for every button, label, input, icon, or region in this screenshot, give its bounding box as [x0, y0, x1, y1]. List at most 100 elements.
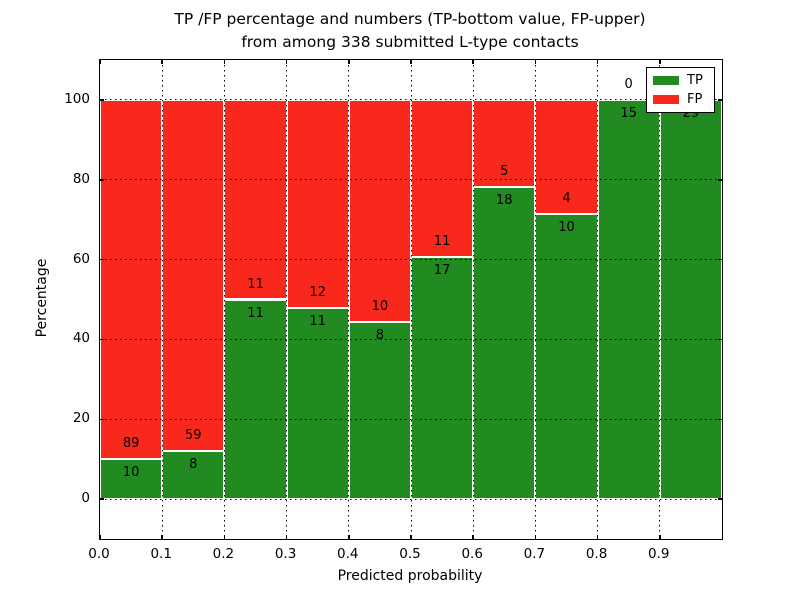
x-tick-mark: [534, 60, 537, 64]
y-tick-label: 80: [72, 170, 90, 187]
tp-count-label: 15: [620, 105, 637, 121]
x-tick-mark: [659, 60, 661, 64]
x-tick-mark: [596, 535, 599, 539]
y-tick-mark: [718, 179, 722, 181]
x-tick-label: 0.2: [212, 546, 235, 562]
x-tick-mark: [223, 535, 226, 539]
fp-count-label: 11: [433, 233, 451, 249]
tp-count-label: 11: [309, 314, 326, 330]
x-tick-mark: [161, 60, 163, 64]
legend: TP FP: [646, 67, 715, 113]
fp-count-label: 10: [371, 298, 389, 314]
bar-fp-segment: [286, 99, 349, 309]
tp-count-label: 17: [433, 262, 451, 278]
fp-count-label: 4: [562, 190, 571, 206]
bar-tp-segment: [535, 213, 598, 500]
legend-label-tp: TP: [687, 72, 703, 88]
x-tick-mark: [348, 60, 350, 64]
x-tick-mark: [410, 535, 412, 539]
bar-fp-segment: [473, 99, 536, 187]
y-tick-mark: [100, 99, 104, 101]
y-tick-label: 60: [72, 250, 90, 267]
y-tick-mark: [100, 498, 104, 500]
legend-label-fp: FP: [687, 91, 703, 107]
tp-swatch-icon: [653, 76, 679, 85]
bar-tp-segment: [100, 458, 163, 500]
x-gridline: [659, 60, 661, 539]
bar-fp-segment: [100, 99, 163, 459]
chart-title-line2: from among 338 submitted L-type contacts: [241, 33, 579, 51]
y-tick-mark: [718, 498, 722, 500]
tp-count-label: 10: [558, 219, 575, 235]
x-gridline: [534, 60, 536, 539]
x-tick-mark: [99, 60, 101, 64]
fp-count-label: 0: [624, 76, 633, 92]
x-axis-label: Predicted probability: [337, 568, 483, 584]
y-tick-mark: [100, 338, 104, 341]
y-tick-label: 40: [72, 330, 90, 347]
x-tick-mark: [659, 535, 661, 539]
x-tick-mark: [410, 60, 412, 64]
bar-tp-segment: [473, 186, 536, 500]
chart-title: TP /FP percentage and numbers (TP-bottom…: [99, 8, 721, 54]
tp-count-label: 11: [247, 305, 264, 321]
bar-tp-segment: [348, 321, 411, 500]
x-tick-mark: [596, 60, 599, 64]
chart-title-line1: TP /FP percentage and numbers (TP-bottom…: [174, 10, 646, 28]
bar-fp-segment: [224, 99, 287, 300]
x-tick-mark: [348, 535, 350, 539]
fp-count-label: 89: [122, 435, 140, 451]
x-tick-label: 0.9: [648, 546, 670, 562]
y-axis-label: Percentage: [34, 258, 50, 338]
tp-count-label: 8: [189, 457, 198, 473]
y-tick-mark: [100, 418, 104, 420]
x-tick-label: 0.4: [337, 546, 359, 562]
x-tick-mark: [285, 60, 288, 64]
fp-count-label: 12: [309, 285, 326, 301]
bar-tp-segment: [411, 256, 474, 500]
y-tick-mark: [100, 258, 104, 261]
x-tick-label: 0.3: [274, 546, 297, 562]
bar-tp-segment: [659, 99, 722, 500]
x-gridline: [223, 60, 225, 539]
y-tick-mark: [100, 179, 104, 181]
x-tick-mark: [472, 60, 474, 64]
x-tick-label: 0.5: [399, 546, 421, 562]
bar-tp-segment: [162, 451, 225, 500]
x-gridline: [472, 60, 474, 539]
y-tick-mark: [718, 258, 722, 261]
legend-item-fp: FP: [653, 91, 708, 107]
bar-fp-segment: [411, 99, 474, 257]
bar-fp-segment: [535, 99, 598, 214]
y-tick-label: 0: [81, 490, 90, 507]
fp-count-label: 5: [500, 163, 509, 179]
x-tick-label: 0.8: [585, 546, 608, 562]
x-tick-mark: [223, 60, 226, 64]
y-tick-mark: [718, 338, 722, 341]
x-tick-label: 0.6: [461, 546, 483, 562]
bar-tp-segment: [224, 299, 287, 500]
y-tick-label: 20: [72, 410, 90, 427]
bar-fp-segment: [162, 99, 225, 452]
x-tick-label: 0.0: [88, 546, 110, 562]
bar-tp-segment: [286, 308, 349, 500]
y-tick-label: 100: [64, 90, 90, 107]
fp-count-label: 59: [185, 428, 202, 444]
x-tick-mark: [161, 535, 163, 539]
x-gridline: [348, 60, 350, 539]
tp-count-label: 10: [122, 464, 140, 480]
legend-item-tp: TP: [653, 72, 708, 88]
x-tick-mark: [99, 535, 101, 539]
x-gridline: [597, 60, 599, 539]
x-tick-label: 0.7: [523, 546, 546, 562]
bar-tp-segment: [597, 99, 660, 500]
x-tick-mark: [285, 535, 288, 539]
x-gridline: [161, 60, 163, 539]
x-gridline: [286, 60, 288, 539]
x-tick-mark: [472, 535, 474, 539]
bar-fp-segment: [348, 99, 411, 322]
fp-swatch-icon: [653, 95, 679, 104]
tp-count-label: 18: [496, 192, 513, 208]
